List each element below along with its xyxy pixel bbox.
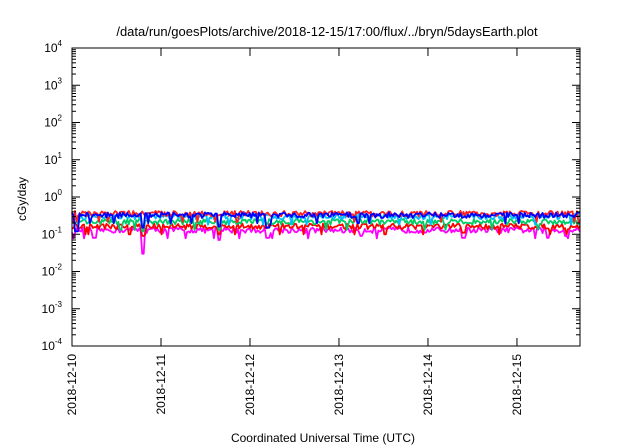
- series-line-4: [71, 213, 581, 229]
- y-axis: 10-4 10-3 10-2 10-1 100 101 102 103 104: [42, 39, 580, 353]
- x-axis-label: Coordinated Universal Time (UTC): [231, 431, 415, 445]
- y-tick-label: 101: [44, 151, 62, 167]
- y-tick-label: 10-4: [42, 337, 63, 353]
- y-tick-label: 10-1: [42, 225, 63, 241]
- x-tick-label: 2018-12-14: [421, 354, 435, 416]
- x-tick-label: 2018-12-13: [332, 354, 346, 416]
- plot-area: [71, 47, 581, 347]
- series-line-1: [71, 226, 581, 255]
- y-tick-label: 10-2: [42, 263, 63, 279]
- x-tick-label: 2018-12-12: [243, 354, 257, 416]
- y-tick-label: 100: [44, 188, 62, 204]
- y-tick-label: 10-3: [42, 300, 63, 316]
- plot-frame: [71, 47, 581, 347]
- series-line-6: [71, 211, 581, 233]
- y-tick-label: 102: [44, 114, 62, 130]
- y-tick-label: 103: [44, 76, 62, 92]
- x-axis: 2018-12-10 2018-12-11 2018-12-12 2018-12-13…: [65, 48, 524, 415]
- x-tick-label: 2018-12-10: [65, 354, 79, 416]
- chart-title: /data/run/goesPlots/archive/2018-12-15/1…: [116, 24, 538, 39]
- y-tick-label: 104: [44, 39, 62, 55]
- series-line-3: [71, 218, 581, 233]
- y-axis-label: cGy/day: [15, 177, 29, 221]
- x-tick-label: 2018-12-11: [154, 354, 168, 415]
- series-line-2: [71, 222, 581, 237]
- x-tick-label: 2018-12-15: [510, 354, 524, 416]
